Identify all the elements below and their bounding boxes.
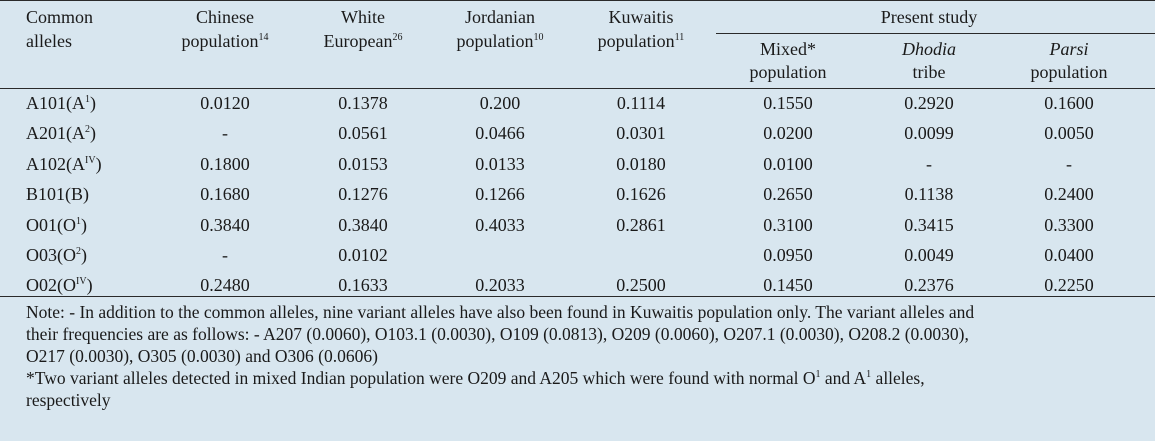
value-cell: 0.0561 xyxy=(338,123,388,143)
body-bottom-rule xyxy=(0,296,1155,297)
value-cell: 0.2480 xyxy=(200,275,250,295)
allele-cell: O03(O2) xyxy=(26,245,87,265)
value-cell: 0.2650 xyxy=(763,184,813,204)
value-cell: 0.4033 xyxy=(475,215,525,235)
header-white-line1: White xyxy=(341,7,385,27)
value-cell: 0.0301 xyxy=(616,123,666,143)
header-dhodia-line2: tribe xyxy=(912,62,946,82)
top-rule xyxy=(0,0,1155,1)
footnote-line: *Two variant alleles detected in mixed I… xyxy=(26,368,925,388)
header-chinese-line1: Chinese xyxy=(196,7,254,27)
value-cell: - xyxy=(222,123,228,143)
value-cell: 0.1633 xyxy=(338,275,388,295)
header-jordanian-line2: population10 xyxy=(456,31,544,51)
value-cell: 0.2400 xyxy=(1044,184,1094,204)
value-cell: 0.1378 xyxy=(338,93,388,113)
header-present-study: Present study xyxy=(880,7,978,27)
value-cell: 0.0133 xyxy=(475,154,525,174)
allele-cell: A201(A2) xyxy=(26,123,96,143)
note-line: Note: - In addition to the common allele… xyxy=(26,302,975,322)
value-cell: 0.0466 xyxy=(475,123,525,143)
value-cell: 0.2376 xyxy=(904,275,954,295)
present-study-rule xyxy=(716,33,1155,34)
header-chinese-line2: population14 xyxy=(181,31,269,51)
header-dhodia-line1: Dhodia xyxy=(902,39,956,59)
header-kuwaitis-line2: population11 xyxy=(597,31,685,51)
value-cell: 0.0102 xyxy=(338,245,388,265)
value-cell: 0.1626 xyxy=(616,184,666,204)
value-cell: 0.0099 xyxy=(904,123,954,143)
header-white-line2: European26 xyxy=(323,31,403,51)
footnote-line: respectively xyxy=(26,390,111,410)
value-cell: 0.2250 xyxy=(1044,275,1094,295)
header-parsi-line1: Parsi xyxy=(1049,39,1089,59)
note-line: O217 (0.0030), O305 (0.0030) and O306 (0… xyxy=(26,346,378,366)
value-cell: 0.1450 xyxy=(763,275,813,295)
value-cell: 0.0120 xyxy=(200,93,250,113)
value-cell: 0.0180 xyxy=(616,154,666,174)
value-cell: 0.0950 xyxy=(763,245,813,265)
header-jordanian-line1: Jordanian xyxy=(465,7,535,27)
value-cell: 0.3840 xyxy=(200,215,250,235)
value-cell: 0.0200 xyxy=(763,123,813,143)
value-cell: 0.2861 xyxy=(616,215,666,235)
value-cell: 0.3415 xyxy=(904,215,954,235)
value-cell: 0.1266 xyxy=(475,184,525,204)
value-cell: 0.1550 xyxy=(763,93,813,113)
value-cell: 0.0049 xyxy=(904,245,954,265)
value-cell: 0.0100 xyxy=(763,154,813,174)
value-cell: - xyxy=(926,154,932,174)
header-bottom-rule xyxy=(0,88,1155,89)
allele-cell: O01(O1) xyxy=(26,215,87,235)
value-cell: 0.2920 xyxy=(904,93,954,113)
value-cell: 0.3100 xyxy=(763,215,813,235)
header-parsi-line2: population xyxy=(1030,62,1108,82)
allele-cell: B101(B) xyxy=(26,184,89,204)
value-cell: 0.1800 xyxy=(200,154,250,174)
value-cell: 0.1114 xyxy=(616,93,666,113)
value-cell: 0.0153 xyxy=(338,154,388,174)
header-kuwaitis-line1: Kuwaitis xyxy=(608,7,674,27)
value-cell: 0.1680 xyxy=(200,184,250,204)
header-mixed-line1: Mixed* xyxy=(760,39,816,59)
value-cell: 0.3300 xyxy=(1044,215,1094,235)
value-cell: 0.0400 xyxy=(1044,245,1094,265)
value-cell: 0.1600 xyxy=(1044,93,1094,113)
allele-cell: O02(OIV) xyxy=(26,275,93,295)
header-alleles-line1: Common xyxy=(26,7,94,27)
value-cell: - xyxy=(222,245,228,265)
allele-cell: A102(AIV) xyxy=(26,154,102,174)
value-cell: 0.0050 xyxy=(1044,123,1094,143)
allele-cell: A101(A1) xyxy=(26,93,96,113)
value-cell: 0.1276 xyxy=(338,184,388,204)
value-cell: 0.2033 xyxy=(475,275,525,295)
value-cell: 0.3840 xyxy=(338,215,388,235)
value-cell: - xyxy=(1066,154,1072,174)
value-cell: 0.200 xyxy=(479,93,521,113)
header-alleles-line2: alleles xyxy=(26,31,72,51)
header-mixed-line2: population xyxy=(749,62,827,82)
value-cell: 0.1138 xyxy=(904,184,954,204)
note-line: their frequencies are as follows: - A207… xyxy=(26,324,969,344)
value-cell: 0.2500 xyxy=(616,275,666,295)
